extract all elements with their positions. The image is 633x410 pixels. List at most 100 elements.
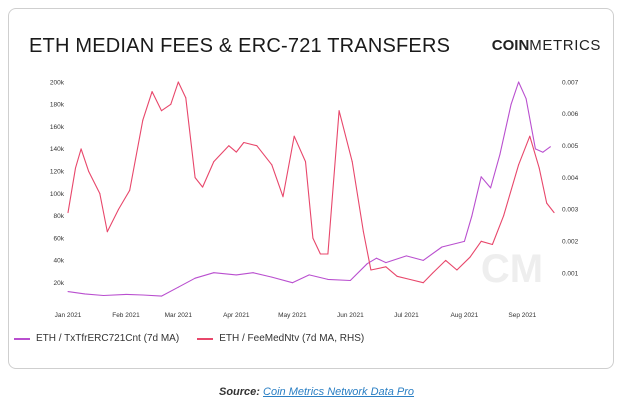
data-point-fees <box>469 256 471 258</box>
data-point-transfers <box>385 262 387 264</box>
data-point-fees <box>228 145 230 147</box>
x-tick-label: Apr 2021 <box>223 312 250 319</box>
data-point-fees <box>362 231 364 233</box>
data-point-fees <box>213 161 215 163</box>
data-point-transfers <box>213 272 215 274</box>
data-point-transfers <box>463 240 465 242</box>
data-point-fees <box>396 275 398 277</box>
legend-item-transfers: ETH / TxTfrERC721Cnt (7d MA) <box>14 333 179 344</box>
data-point-transfers <box>235 274 237 276</box>
data-point-fees <box>282 196 284 198</box>
source-line: Source: Coin Metrics Network Data Pro <box>0 386 633 398</box>
data-point-fees <box>445 259 447 261</box>
data-point-fees <box>553 212 555 214</box>
data-point-fees <box>305 161 306 163</box>
data-point-fees <box>529 135 531 137</box>
data-point-transfers <box>103 295 104 296</box>
data-point-transfers <box>480 176 482 178</box>
data-point-fees <box>88 170 90 172</box>
data-point-transfers <box>376 257 377 259</box>
x-tick-label: Aug 2021 <box>450 312 478 319</box>
data-point-transfers <box>177 286 179 288</box>
legend-label-fees: ETH / FeeMedNtv (7d MA, RHS) <box>219 333 365 344</box>
data-point-fees <box>351 161 353 163</box>
data-point-transfers <box>308 274 310 276</box>
data-point-transfers <box>405 255 407 257</box>
x-tick-label: Jun 2021 <box>337 312 364 319</box>
data-point-transfers <box>518 81 520 83</box>
x-tick-label: Mar 2021 <box>165 312 193 319</box>
data-point-fees <box>202 186 204 188</box>
data-point-fees <box>370 269 372 271</box>
y-left-tick-label: 180k <box>50 102 65 109</box>
data-point-transfers <box>499 154 501 155</box>
data-point-fees <box>194 177 196 179</box>
data-point-fees <box>67 212 69 214</box>
data-point-transfers <box>252 272 254 274</box>
data-point-fees <box>385 266 387 268</box>
y-left-tick-label: 200k <box>50 79 65 86</box>
data-point-fees <box>491 244 493 245</box>
data-point-transfers <box>525 98 527 100</box>
chart-title: ETH MEDIAN FEES & ERC-721 TRANSFERS <box>29 35 451 57</box>
data-point-fees <box>161 110 162 112</box>
y-right-tick-label: 0.006 <box>562 111 579 118</box>
data-point-transfers <box>125 293 127 295</box>
data-point-fees <box>327 253 329 255</box>
data-point-fees <box>312 237 314 239</box>
y-left-tick-label: 120k <box>50 169 65 176</box>
data-point-fees <box>518 164 520 166</box>
series-line-fees <box>67 81 555 284</box>
brand-bold: COIN <box>491 37 530 54</box>
data-point-transfers <box>490 187 492 189</box>
data-point-transfers <box>542 151 544 153</box>
data-point-transfers <box>349 280 351 281</box>
legend-label-transfers: ETH / TxTfrERC721Cnt (7d MA) <box>36 333 180 344</box>
y-left-tick-label: 60k <box>54 235 65 242</box>
data-point-fees <box>185 97 187 99</box>
source-label: Source: <box>218 386 260 398</box>
source-link[interactable]: Coin Metrics Network Data Pro <box>263 386 415 398</box>
x-tick-label: Jul 2021 <box>394 312 419 319</box>
data-point-fees <box>118 208 119 210</box>
data-point-fees <box>422 282 424 284</box>
data-point-transfers <box>142 294 144 296</box>
y-left-tick-label: 160k <box>50 124 65 131</box>
data-point-fees <box>129 189 131 191</box>
legend-swatch-fees <box>197 337 214 340</box>
data-point-fees <box>142 119 144 121</box>
data-point-fees <box>80 148 82 150</box>
data-point-transfers <box>194 277 196 279</box>
data-point-fees <box>538 167 540 169</box>
data-point-fees <box>151 91 153 93</box>
data-point-transfers <box>534 148 536 150</box>
data-point-transfers <box>422 259 424 261</box>
data-point-fees <box>243 142 245 143</box>
data-point-fees <box>99 193 101 194</box>
data-point-transfers <box>271 276 273 278</box>
x-tick-label: May 2021 <box>278 312 307 319</box>
data-point-transfers <box>510 103 512 105</box>
data-point-fees <box>409 279 411 280</box>
legend-item-fees: ETH / FeeMedNtv (7d MA, RHS) <box>197 333 364 344</box>
data-point-transfers <box>84 293 86 295</box>
brand-light: METRICS <box>529 37 601 54</box>
data-point-transfers <box>327 278 329 280</box>
series-line-transfers <box>67 81 551 297</box>
legend: ETH / TxTfrERC721Cnt (7d MA) ETH / FeeMe… <box>14 333 364 344</box>
data-point-transfers <box>441 246 443 248</box>
y-right-tick-label: 0.004 <box>562 175 579 182</box>
data-point-fees <box>170 103 172 105</box>
y-left-tick-label: 140k <box>50 146 65 153</box>
data-point-transfers <box>161 295 162 297</box>
y-left-tick-label: 20k <box>54 280 65 287</box>
data-point-fees <box>338 110 340 112</box>
data-point-fees <box>546 202 548 204</box>
y-right-tick-label: 0.007 <box>562 79 579 86</box>
data-point-transfers <box>471 215 473 217</box>
data-point-fees <box>235 151 237 153</box>
data-point-fees <box>456 269 458 271</box>
y-right-tick-label: 0.003 <box>562 207 579 214</box>
data-point-fees <box>503 215 505 217</box>
brand-logo: COINMETRICS <box>492 37 601 54</box>
